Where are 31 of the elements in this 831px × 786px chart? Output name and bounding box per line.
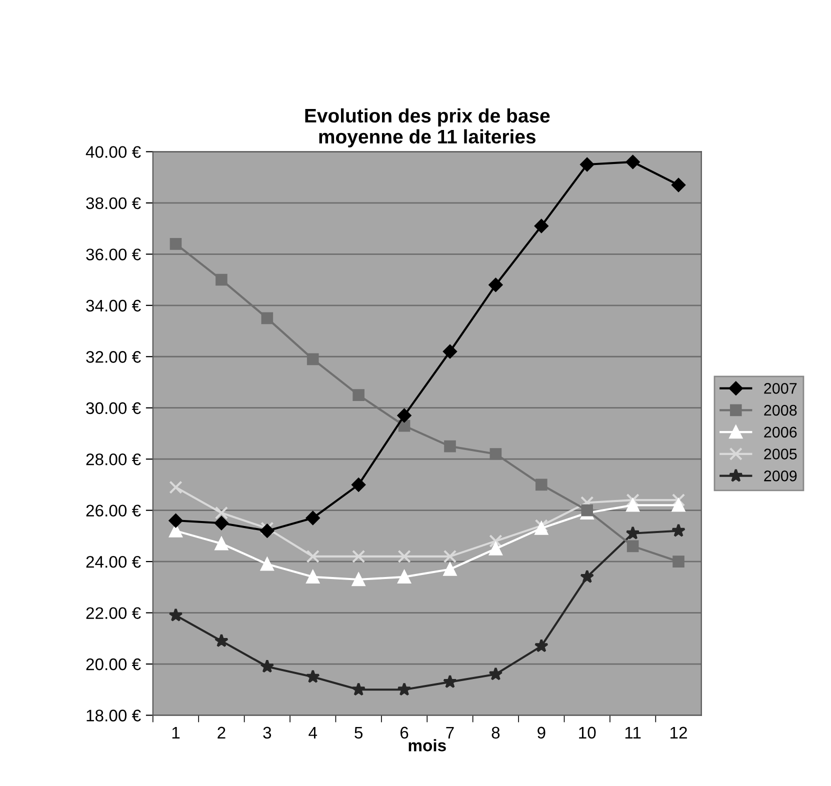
y-tick-label: 28.00 € [86, 453, 141, 466]
legend-label: 2007 [764, 383, 797, 394]
x-axis-title: mois [408, 739, 446, 752]
legend-label: 2005 [764, 448, 797, 460]
chart-title: Evolution des prix de base moyenne de 11 laiteries [305, 108, 550, 148]
x-tick-label: 8 [492, 726, 500, 739]
x-tick-label: 1 [172, 726, 180, 738]
x-tick-label: 12 [670, 726, 687, 738]
x-tick-label: 7 [446, 726, 454, 738]
y-tick-label: 22.00 € [86, 607, 141, 619]
x-tick-label: 11 [625, 726, 641, 738]
y-tick-label: 36.00 € [86, 248, 141, 260]
y-tick-label: 34.00 € [86, 300, 141, 312]
x-tick-label: 3 [263, 726, 272, 739]
y-tick-label: 26.00 € [86, 504, 141, 517]
y-tick-label: 18.00 € [86, 710, 141, 722]
x-tick-label: 6 [400, 726, 408, 739]
x-tick-label: 4 [308, 726, 318, 738]
y-tick-label: 40.00 € [86, 146, 141, 158]
legend-label: 2008 [764, 404, 797, 416]
y-tick-label: 30.00 € [86, 402, 141, 414]
x-tick-label: 5 [354, 726, 363, 739]
y-tick-label: 20.00 € [86, 658, 141, 670]
y-tick-label: 32.00 € [86, 351, 141, 363]
y-tick-label: 24.00 € [86, 556, 141, 568]
x-tick-label: 10 [579, 726, 596, 739]
legend-label: 2006 [764, 426, 797, 438]
legend-label: 2009 [764, 470, 797, 482]
y-tick-label: 38.00 € [86, 197, 141, 210]
x-tick-label: 9 [538, 726, 546, 739]
x-tick-label: 2 [218, 726, 226, 738]
